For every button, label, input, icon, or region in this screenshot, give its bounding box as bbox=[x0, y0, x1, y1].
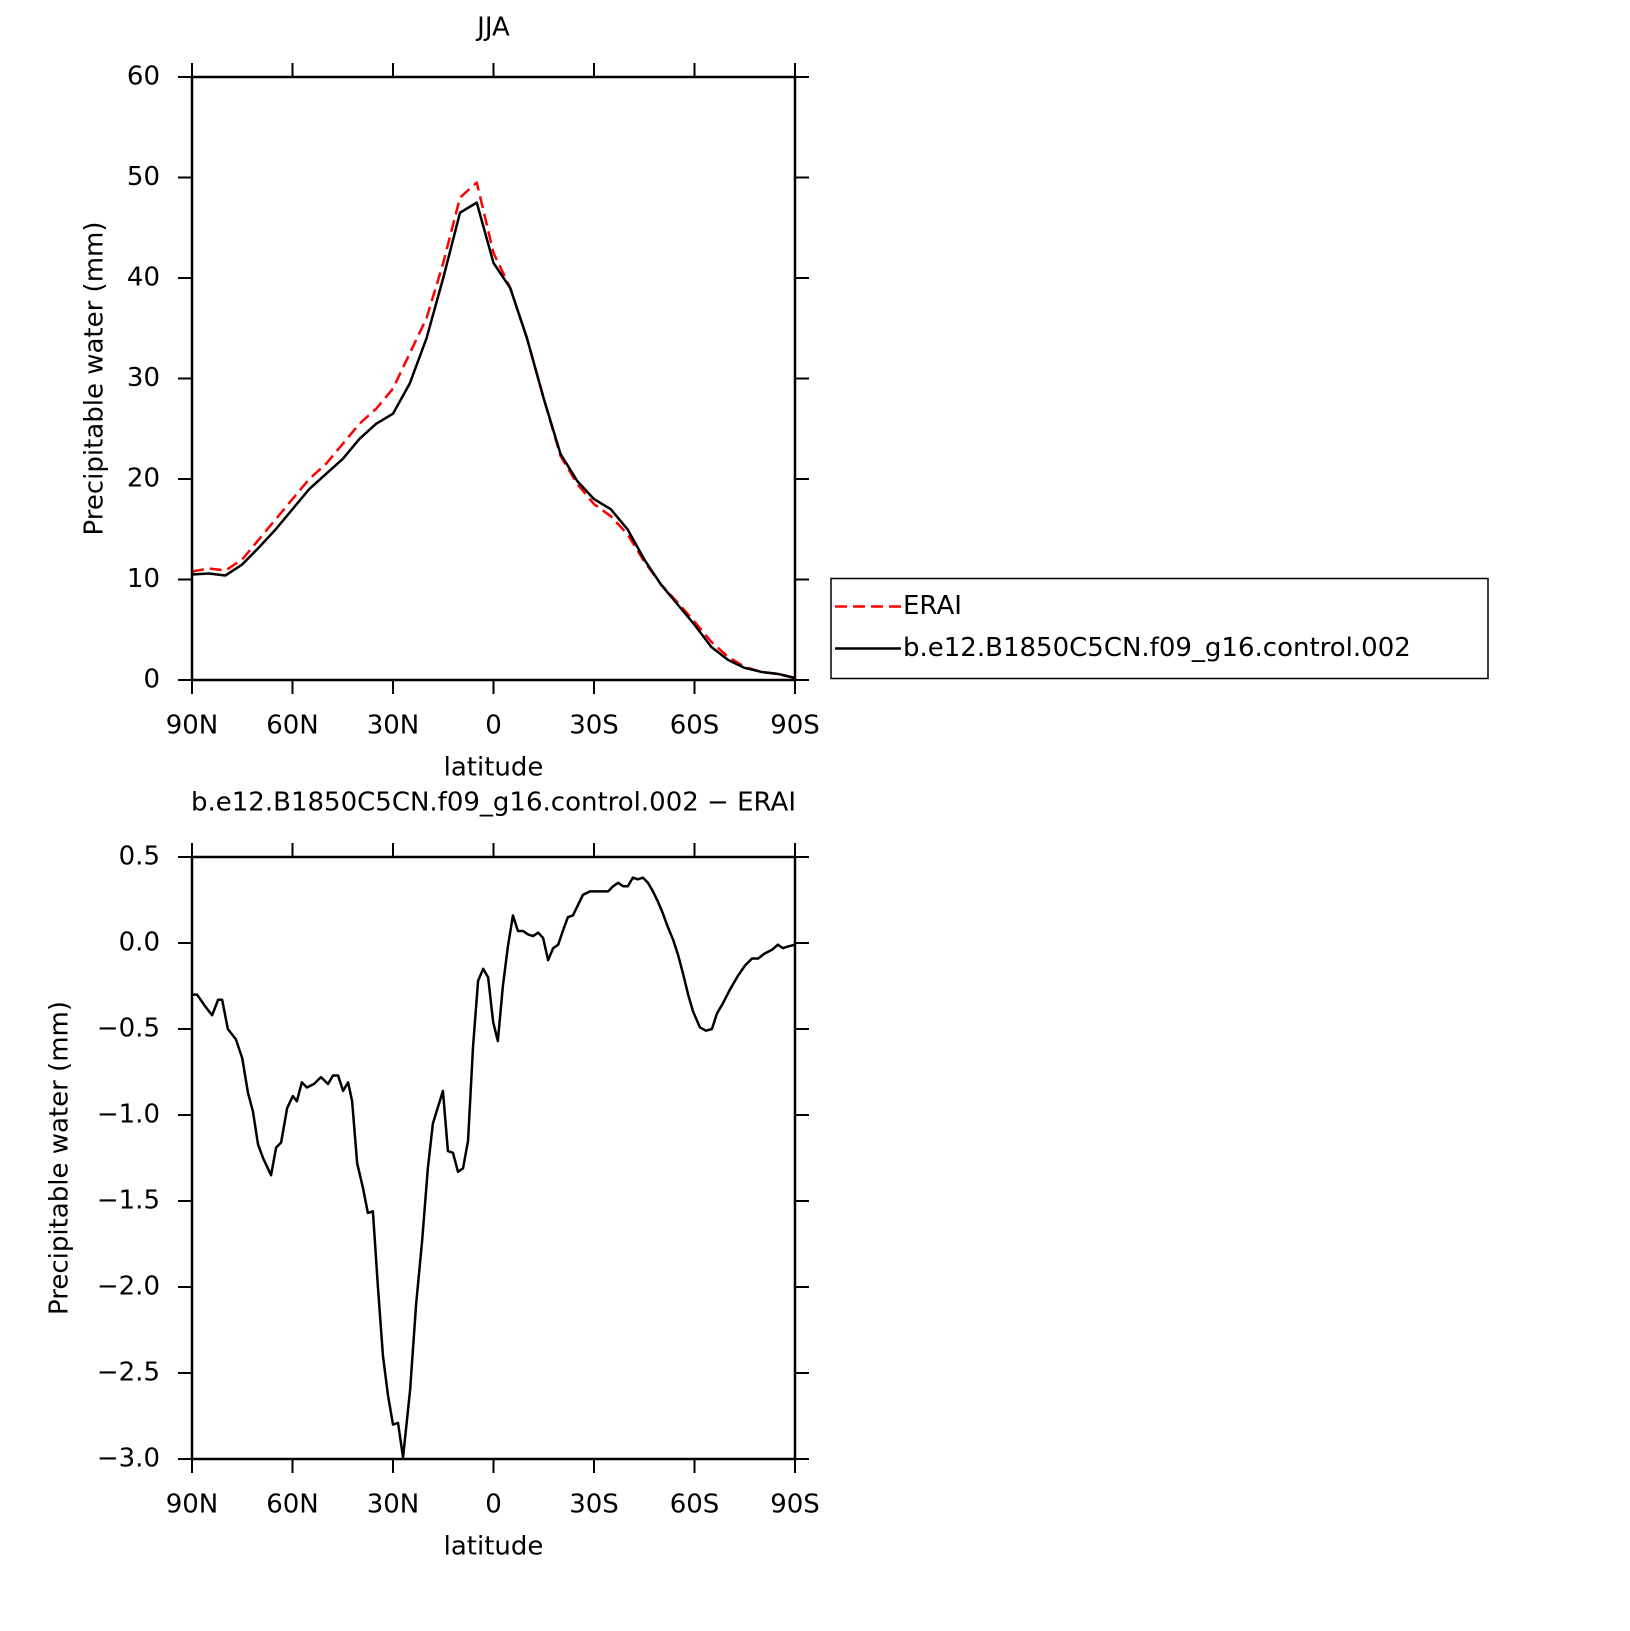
y-tick-label: 50 bbox=[127, 162, 160, 192]
y-tick-label: −1.5 bbox=[97, 1186, 160, 1216]
y-tick-label: −2.5 bbox=[97, 1358, 160, 1388]
x-tick-label: 30N bbox=[367, 1490, 420, 1520]
legend-label: ERAI bbox=[903, 591, 962, 621]
x-tick-label: 0 bbox=[485, 1490, 502, 1520]
y-tick-label: −1.0 bbox=[97, 1100, 160, 1130]
x-tick-label: 90S bbox=[770, 711, 820, 741]
y-tick-label: −2.0 bbox=[97, 1272, 160, 1302]
x-tick-label: 30S bbox=[569, 711, 619, 741]
legend-box bbox=[830, 577, 1489, 680]
data-line bbox=[191, 201, 796, 680]
x-tick-label: 30S bbox=[569, 1490, 619, 1520]
x-tick-label: 90N bbox=[166, 711, 219, 741]
x-tick-label: 60N bbox=[266, 1490, 319, 1520]
chart-title: b.e12.B1850C5CN.f09_g16.control.002 − ER… bbox=[191, 788, 796, 818]
x-axis-label: latitude bbox=[444, 1532, 544, 1562]
y-tick-label: 40 bbox=[127, 263, 160, 293]
y-tick-label: 0.5 bbox=[119, 842, 160, 872]
x-tick-label: 90N bbox=[166, 1490, 219, 1520]
y-tick-label: 10 bbox=[127, 564, 160, 594]
plot-frame bbox=[190, 855, 797, 1461]
data-line bbox=[191, 181, 796, 680]
x-tick-label: 90S bbox=[770, 1490, 820, 1520]
y-tick-label: 0 bbox=[143, 665, 160, 695]
x-tick-label: 60N bbox=[266, 711, 319, 741]
y-tick-label: 0.0 bbox=[119, 928, 160, 958]
y-axis-label: Precipitable water (mm) bbox=[80, 222, 110, 536]
y-tick-label: −0.5 bbox=[97, 1014, 160, 1044]
x-tick-label: 60S bbox=[670, 711, 720, 741]
y-tick-label: −3.0 bbox=[97, 1444, 160, 1474]
x-axis-label: latitude bbox=[444, 753, 544, 783]
x-tick-label: 0 bbox=[485, 711, 502, 741]
chart-title: JJA bbox=[475, 13, 510, 43]
x-tick-label: 60S bbox=[670, 1490, 720, 1520]
y-axis-label: Precipitable water (mm) bbox=[45, 1001, 75, 1315]
x-tick-label: 30N bbox=[367, 711, 420, 741]
plot-frame bbox=[190, 75, 797, 682]
y-tick-label: 20 bbox=[127, 464, 160, 494]
legend-label: b.e12.B1850C5CN.f09_g16.control.002 bbox=[903, 633, 1411, 663]
data-line bbox=[192, 876, 796, 1459]
y-tick-label: 60 bbox=[127, 62, 160, 92]
y-tick-label: 30 bbox=[127, 363, 160, 393]
